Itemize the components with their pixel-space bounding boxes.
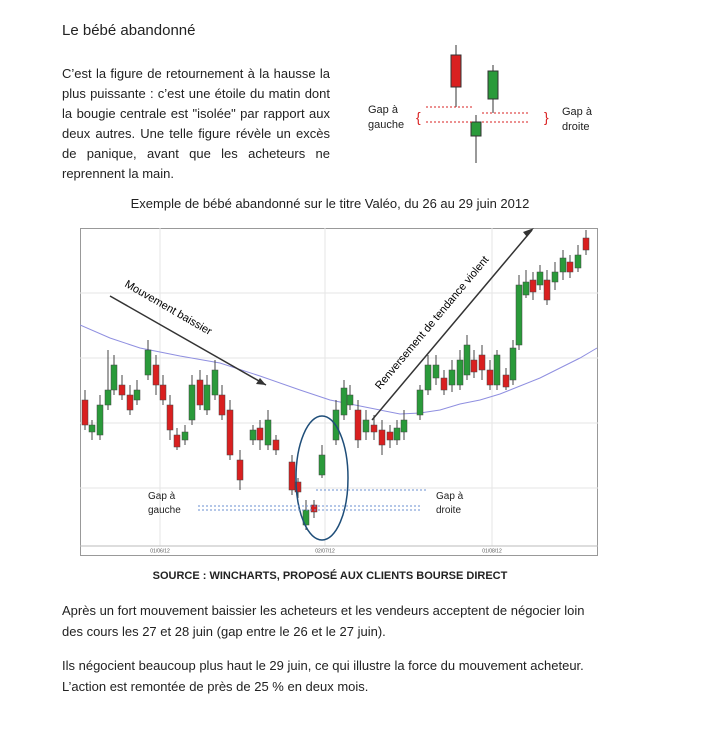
candle-shape	[486, 369, 494, 386]
candle-shape	[181, 431, 189, 441]
candle-shape	[522, 281, 530, 296]
intro-text: C’est la figure de retournement à la hau…	[62, 66, 330, 181]
candle-shape	[144, 349, 152, 376]
candle-shape	[249, 429, 257, 441]
source: SOURCE : WINCHARTS, PROPOSÉ AUX CLIENTS …	[152, 570, 508, 582]
candle-shape	[81, 399, 89, 426]
candle-shape	[493, 354, 501, 386]
candle-shape	[166, 404, 174, 431]
candle-shape	[529, 279, 537, 293]
candle-shape	[340, 387, 348, 416]
candle-shape	[478, 354, 486, 371]
date-label: 01/08/12	[482, 548, 502, 554]
candle-shape	[133, 389, 141, 401]
candle-shape	[574, 254, 582, 269]
candle-shape	[432, 364, 440, 379]
candle-shape	[416, 389, 424, 416]
candle-shape	[173, 434, 181, 448]
caption: Exemple de bébé abandonné sur le titre V…	[130, 196, 530, 211]
candle-shape	[354, 409, 362, 441]
candle-shape	[218, 394, 226, 416]
candle-shape	[264, 419, 272, 446]
candle-shape	[448, 369, 456, 386]
candle-shape	[536, 271, 544, 286]
gap-left-label: Gap à gauche	[368, 104, 405, 131]
candle-shape	[378, 429, 386, 446]
candle-shape	[88, 424, 96, 433]
date-label: 02/07/12	[315, 548, 335, 554]
candle-shape	[463, 344, 471, 376]
gap-right-label: Gap à droite	[562, 106, 592, 133]
candle-shape	[559, 257, 567, 273]
gap-diagram: { } Gap à gauche Gap à droite	[368, 45, 592, 163]
brace: {	[416, 109, 421, 125]
candle-shape	[272, 439, 280, 451]
candle-shape	[203, 384, 211, 411]
candle-shape	[118, 384, 126, 396]
gap-right-label: Gap à droite	[436, 491, 464, 516]
candle-shape	[470, 359, 478, 373]
candle-shape	[400, 419, 408, 433]
paragraph: Ils négocient beaucoup plus haut le 29 j…	[62, 658, 584, 694]
candle-shape	[211, 369, 219, 396]
candle-shape	[126, 394, 134, 411]
candle-shape	[456, 359, 464, 386]
candle-shape	[152, 364, 160, 386]
candle-shape	[159, 384, 167, 401]
gap-left-label: Gap à gauche	[148, 491, 181, 516]
candle-shape	[386, 431, 394, 441]
candlestick-image: Mouvement baissier Renversement de tenda…	[80, 228, 598, 556]
candle-shape	[310, 504, 318, 513]
candle-shape	[393, 427, 401, 441]
candle-shape	[502, 374, 510, 388]
candle-shape	[196, 379, 204, 406]
candle-shape	[440, 377, 448, 391]
candle-shape	[110, 364, 118, 391]
candle-shape	[424, 364, 432, 391]
candle-shape	[362, 419, 370, 433]
brace: }	[544, 109, 549, 125]
title: Le bébé abandonné	[62, 22, 196, 39]
candle-shape	[96, 404, 104, 436]
candle-shape	[256, 427, 264, 441]
candle-shape	[582, 237, 590, 251]
candle-shape	[543, 279, 551, 301]
candle-shape	[188, 384, 196, 421]
candle-shape	[294, 481, 302, 493]
candle-shape	[509, 347, 517, 381]
candle-shape	[288, 461, 296, 491]
candle-shape	[346, 394, 354, 406]
date-label: 01/06/12	[150, 548, 170, 554]
candle-shape	[515, 284, 523, 346]
candle-shape	[370, 424, 378, 433]
candle-shape	[226, 409, 234, 456]
candle-shape	[236, 459, 244, 481]
paragraph: Après un fort mouvement baissier les ach…	[62, 603, 585, 639]
candle-shape	[551, 271, 559, 283]
candle-shape	[104, 389, 112, 406]
candle-shape	[566, 261, 574, 273]
candle-shape	[318, 454, 326, 476]
